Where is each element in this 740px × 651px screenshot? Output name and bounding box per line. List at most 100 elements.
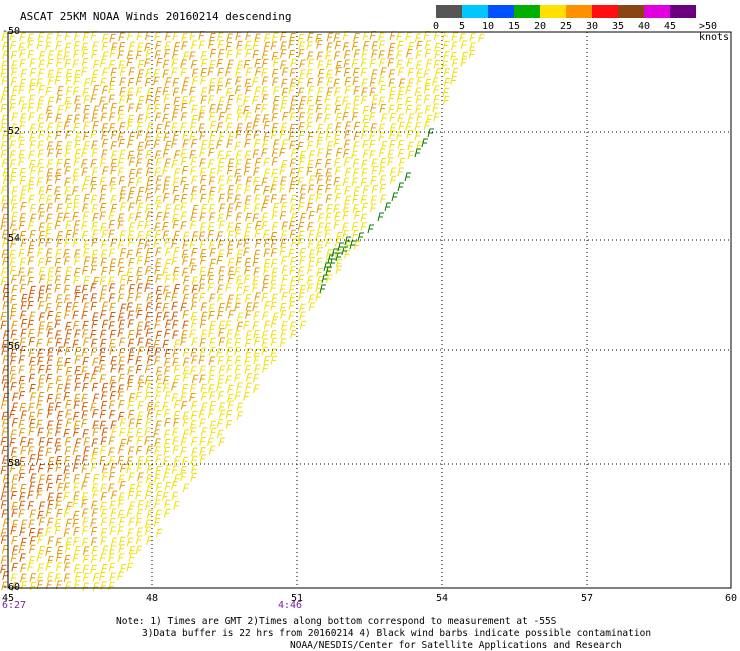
wind-barb	[217, 240, 224, 249]
wind-barb	[262, 275, 270, 284]
wind-barb	[2, 365, 9, 374]
wind-barb	[308, 194, 315, 204]
wind-barb	[271, 267, 278, 277]
wind-barb	[18, 465, 26, 474]
wind-barb	[19, 230, 26, 240]
wind-barb	[460, 58, 467, 67]
wind-barb	[136, 509, 143, 518]
wind-barb	[335, 122, 342, 131]
wind-barb	[207, 139, 215, 149]
wind-barb	[226, 364, 233, 374]
wind-barb	[109, 572, 116, 582]
wind-barb	[388, 42, 396, 52]
wind-barb	[136, 267, 143, 276]
wind-barb	[135, 329, 143, 339]
wind-barb	[65, 409, 72, 419]
wind-barb	[110, 356, 117, 365]
wind-barb	[145, 266, 152, 275]
wind-barb	[110, 67, 117, 77]
wind-barb	[191, 231, 199, 241]
wind-barb	[27, 184, 34, 193]
wind-barb	[0, 465, 7, 475]
wind-barb	[10, 348, 17, 358]
wind-barb	[54, 402, 62, 411]
wind-barb	[74, 382, 81, 392]
wind-barb	[271, 77, 279, 87]
wind-barb	[101, 42, 109, 51]
wind-barb	[137, 114, 144, 123]
wind-barb	[243, 105, 250, 115]
wind-barb	[218, 437, 226, 447]
wind-barb	[261, 94, 269, 103]
wind-barb	[153, 104, 161, 113]
wind-barb	[288, 249, 295, 258]
wind-barb	[370, 103, 377, 113]
wind-barb	[191, 337, 198, 347]
wind-barb	[173, 230, 181, 240]
wind-barb	[83, 248, 90, 257]
wind-barb	[18, 365, 25, 375]
wind-barb	[326, 274, 333, 284]
wind-barb	[18, 472, 25, 482]
wind-barb	[135, 545, 143, 555]
wind-barb	[362, 105, 369, 115]
wind-barb	[162, 401, 169, 411]
wind-barb	[54, 445, 62, 454]
wind-barb	[252, 77, 259, 86]
wind-barb	[36, 553, 43, 562]
wind-barb	[27, 267, 34, 277]
wind-barb	[56, 509, 63, 518]
wind-barb	[101, 563, 108, 573]
wind-barb	[307, 222, 314, 231]
wind-barb	[317, 68, 325, 78]
wind-barb	[126, 139, 134, 149]
wind-barb	[146, 445, 153, 455]
wind-barb	[172, 274, 179, 284]
wind-barb	[92, 276, 100, 286]
wind-barb	[306, 275, 314, 285]
wind-barb	[117, 571, 124, 581]
wind-barb	[299, 69, 306, 79]
wind-barb	[182, 418, 190, 427]
wind-barb	[162, 86, 169, 96]
y-tick-label: -56	[2, 341, 21, 352]
wind-barb	[109, 526, 117, 536]
wind-barb	[72, 537, 80, 546]
wind-barb	[423, 94, 431, 104]
wind-barb	[27, 256, 35, 266]
wind-barb	[154, 347, 161, 357]
wind-barb	[65, 229, 72, 239]
wind-barb	[82, 517, 89, 526]
wind-barb	[54, 168, 62, 178]
wind-barb	[207, 374, 215, 384]
wind-barb	[108, 472, 116, 481]
wind-barb	[11, 474, 19, 484]
wind-barb	[208, 293, 216, 303]
wind-barb	[117, 167, 125, 177]
wind-barb	[397, 182, 404, 192]
wind-barb	[109, 500, 116, 510]
wind-barb	[90, 94, 97, 103]
wind-barb	[108, 410, 116, 419]
wind-barb	[155, 195, 162, 205]
wind-barb	[163, 447, 171, 456]
wind-barb	[1, 411, 9, 421]
wind-barb	[99, 293, 106, 303]
wind-barb	[414, 131, 422, 141]
wind-barb	[100, 436, 107, 446]
wind-barb	[171, 465, 179, 475]
wind-barb	[189, 427, 197, 436]
wind-barb	[244, 338, 252, 348]
wind-barb	[261, 212, 269, 222]
wind-barb	[108, 447, 115, 457]
wind-barb	[180, 401, 188, 410]
wind-barb	[298, 122, 305, 131]
wind-barb	[155, 410, 162, 419]
wind-barb	[182, 77, 190, 87]
wind-barb	[18, 509, 25, 518]
wind-barb	[216, 419, 224, 428]
wind-barb	[190, 401, 198, 410]
wind-barb	[226, 347, 233, 356]
wind-barb	[74, 455, 81, 464]
wind-barb	[380, 113, 388, 123]
